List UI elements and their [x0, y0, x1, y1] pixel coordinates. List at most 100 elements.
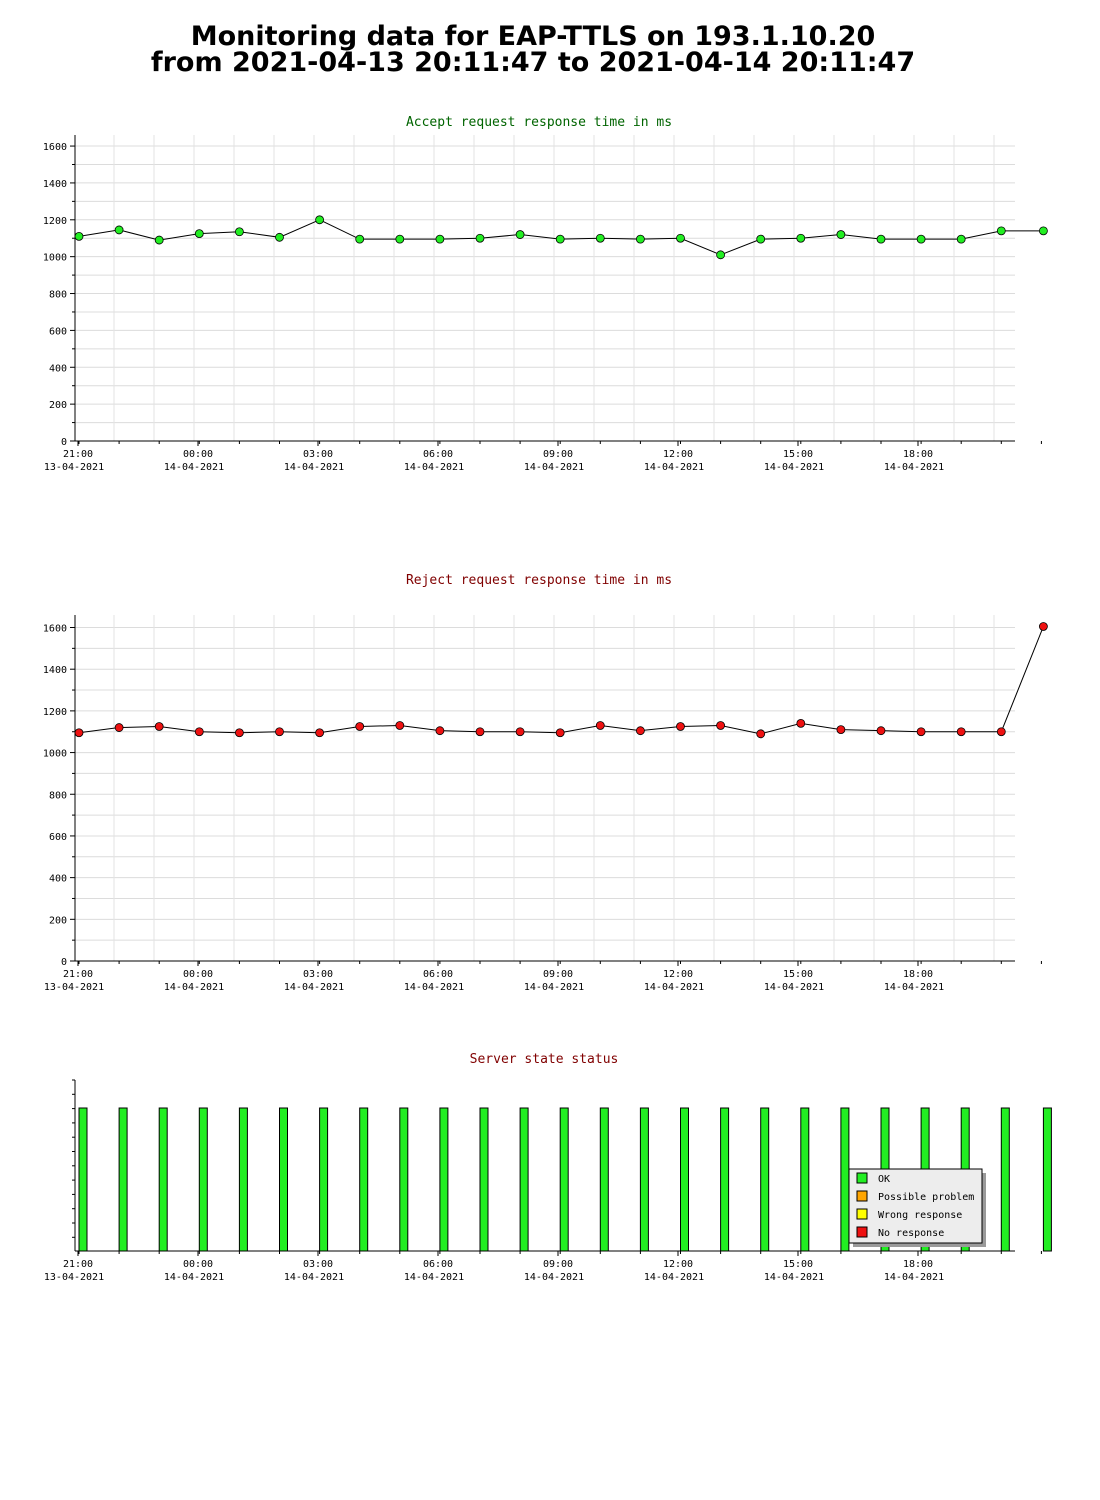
- reject-x-tick-date: 13-04-2021: [44, 982, 104, 993]
- status-x-tick-date: 14-04-2021: [764, 1272, 824, 1283]
- accept-data-point: [595, 233, 605, 243]
- reject-y-tick-label: 1000: [43, 749, 67, 760]
- accept-x-tick-date: 14-04-2021: [644, 462, 704, 473]
- reject-x-tick-time: 03:00: [303, 969, 333, 980]
- accept-data-point: [515, 230, 525, 239]
- reject-data-point: [916, 727, 926, 737]
- accept-data-point: [836, 230, 846, 239]
- reject-data-point: [636, 726, 645, 736]
- reject-data-point: [836, 725, 846, 735]
- status-bar: [559, 1107, 569, 1252]
- reject-y-tick-label: 800: [49, 790, 67, 801]
- reject-x-tick-date: 14-04-2021: [404, 982, 464, 993]
- reject-data-point: [716, 721, 725, 730]
- accept-x-tick-time: 09:00: [543, 449, 573, 460]
- status-chart-title: Server state status: [470, 1052, 619, 1067]
- reject-x-tick-time: 00:00: [183, 969, 213, 980]
- accept-data-point: [355, 234, 365, 244]
- status-bar: [399, 1107, 409, 1252]
- status-x-tick-time: 18:00: [903, 1259, 933, 1270]
- accept-x-tick-time: 06:00: [423, 449, 453, 460]
- reject-data-point: [154, 722, 164, 731]
- reject-x-tick-date: 14-04-2021: [524, 982, 584, 993]
- status-bar: [479, 1107, 489, 1252]
- reject-data-point: [435, 726, 445, 736]
- status-x-tick-date: 14-04-2021: [524, 1272, 584, 1283]
- accept-y-tick-label: 200: [49, 400, 67, 411]
- accept-x-tick-date: 14-04-2021: [764, 462, 824, 473]
- accept-data-point: [395, 234, 405, 244]
- accept-y-tick-label: 1600: [43, 142, 67, 153]
- status-bar: [1042, 1107, 1052, 1252]
- reject-data-point: [595, 721, 605, 730]
- reject-x-tick-date: 14-04-2021: [644, 982, 704, 993]
- status-bar: [800, 1107, 810, 1252]
- status-bar: [639, 1107, 649, 1252]
- accept-x-tick-date: 13-04-2021: [44, 462, 104, 473]
- accept-chart-title: Accept request response time in ms: [406, 115, 672, 130]
- reject-data-point: [515, 727, 525, 737]
- accept-data-point: [1039, 226, 1048, 236]
- status-x-tick-time: 00:00: [183, 1259, 213, 1270]
- accept-data-point: [74, 231, 84, 241]
- status-x-tick-time: 09:00: [543, 1259, 573, 1270]
- reject-data-point: [876, 726, 886, 736]
- accept-data-point: [154, 235, 164, 245]
- status-x-tick-date: 14-04-2021: [164, 1272, 224, 1283]
- status-x-tick-date: 14-04-2021: [404, 1272, 464, 1283]
- accept-data-point: [636, 234, 645, 244]
- accept-y-tick-label: 0: [61, 437, 67, 448]
- status-x-tick-date: 14-04-2021: [284, 1272, 344, 1283]
- accept-data-point: [435, 234, 445, 244]
- status-x-tick-date: 14-04-2021: [884, 1272, 944, 1283]
- accept-x-tick-date: 14-04-2021: [404, 462, 464, 473]
- accept-data-point: [234, 227, 244, 237]
- status-bar: [279, 1107, 288, 1252]
- status-bar: [439, 1107, 449, 1252]
- status-bar: [198, 1107, 208, 1252]
- reject-data-point: [275, 727, 284, 737]
- accept-data-point: [275, 232, 284, 242]
- accept-data-point: [315, 215, 325, 225]
- accept-data-point: [475, 233, 485, 243]
- status-bar: [78, 1107, 88, 1252]
- reject-data-point: [796, 718, 806, 728]
- accept-data-point: [194, 229, 204, 239]
- status-x-tick-date: 14-04-2021: [644, 1272, 704, 1283]
- reject-data-point: [355, 722, 365, 731]
- status-bar: [238, 1107, 248, 1252]
- reject-y-tick-label: 1400: [43, 665, 67, 676]
- page-title: Monitoring data for EAP-TTLS on 193.1.10…: [0, 21, 1066, 76]
- reject-y-tick-label: 1200: [43, 707, 67, 718]
- accept-data-point: [676, 233, 685, 243]
- reject-x-tick-time: 18:00: [903, 969, 933, 980]
- legend-label: Possible problem: [878, 1192, 974, 1203]
- status-bar: [1000, 1107, 1010, 1252]
- reject-data-point: [676, 722, 685, 731]
- reject-series-line: [78, 626, 1044, 735]
- reject-x-tick-time: 12:00: [663, 969, 693, 980]
- status-x-tick-time: 06:00: [423, 1259, 453, 1270]
- reject-x-tick-date: 14-04-2021: [764, 982, 824, 993]
- reject-y-tick-label: 600: [49, 832, 67, 843]
- accept-x-tick-date: 14-04-2021: [284, 462, 344, 473]
- accept-x-tick-time: 12:00: [663, 449, 693, 460]
- reject-chart-title: Reject request response time in ms: [406, 573, 672, 588]
- reject-data-point: [395, 721, 405, 730]
- status-bar: [319, 1107, 329, 1252]
- accept-x-tick-time: 18:00: [903, 449, 933, 460]
- accept-y-tick-label: 1400: [43, 179, 67, 190]
- accept-data-point: [756, 234, 766, 244]
- reject-x-tick-date: 14-04-2021: [884, 982, 944, 993]
- reject-y-tick-label: 1600: [43, 624, 67, 635]
- reject-x-tick-time: 15:00: [783, 969, 813, 980]
- reject-x-tick-time: 21:00: [63, 969, 93, 980]
- legend-swatch: [856, 1172, 868, 1184]
- accept-x-tick-date: 14-04-2021: [884, 462, 944, 473]
- reject-data-point: [475, 727, 485, 737]
- legend-label: OK: [878, 1174, 890, 1185]
- reject-y-tick-label: 200: [49, 915, 67, 926]
- legend-swatch: [856, 1208, 868, 1220]
- page-title-line1: Monitoring data for EAP-TTLS on 193.1.10…: [190, 21, 876, 52]
